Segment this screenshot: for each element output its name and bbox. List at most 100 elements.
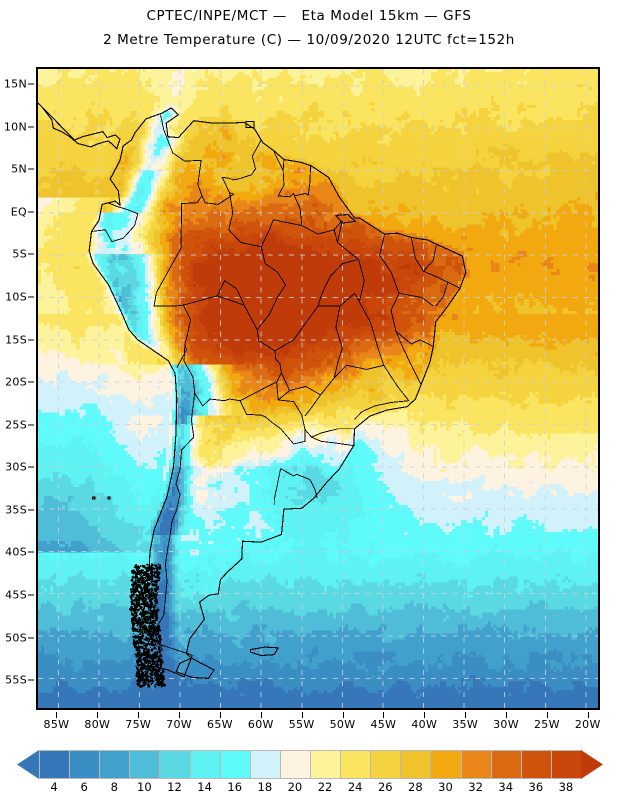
map-plot-area[interactable] — [36, 67, 600, 710]
lon-tick-label-55W: 55W — [288, 718, 315, 731]
lon-tick-mark — [465, 712, 467, 718]
colorbar-label-12: 12 — [167, 780, 182, 794]
colorbar-swatch-20 — [279, 750, 311, 779]
lat-tick-mark — [28, 679, 34, 681]
lat-tick-mark — [28, 466, 34, 468]
colorbar-swatches — [39, 750, 582, 779]
colorbar-swatch-36 — [520, 750, 552, 779]
lon-tick-label-25W: 25W — [533, 718, 560, 731]
colorbar-swatch-22 — [309, 750, 342, 779]
lat-tick-label-5S: 5S — [12, 247, 27, 261]
colorbar-label-38: 38 — [558, 780, 574, 794]
colorbar-label-18: 18 — [257, 780, 273, 794]
lat-tick-mark — [28, 296, 34, 298]
lon-tick-mark — [342, 712, 344, 718]
colorbar-label-8: 8 — [110, 780, 118, 794]
colorbar-swatch-18 — [249, 750, 281, 779]
colorbar-swatch-30 — [430, 750, 462, 779]
colorbar-label-30: 30 — [438, 780, 453, 794]
lat-tick-mark — [28, 424, 34, 426]
colorbar-swatch-28 — [400, 750, 432, 779]
lon-tick-label-45W: 45W — [370, 718, 397, 731]
lon-tick-mark — [506, 712, 507, 718]
lat-tick-label-EQ: EQ — [10, 205, 27, 219]
colorbar-label-6: 6 — [80, 780, 88, 794]
chart-title-line-1: CPTEC/INPE/MCT — Eta Model 15km — GFS — [146, 8, 472, 24]
colorbar-label-22: 22 — [317, 780, 333, 794]
lon-tick-label-65W: 65W — [207, 718, 233, 731]
colorbar-label-14: 14 — [197, 780, 212, 794]
colorbar-swatch-4 — [39, 750, 71, 779]
lat-tick-mark — [28, 509, 34, 511]
lon-tick-mark — [587, 712, 589, 718]
lat-tick-mark — [28, 594, 34, 596]
lat-tick-label-55S: 55S — [5, 673, 27, 687]
lon-tick-mark — [301, 712, 303, 718]
lon-tick-label-75W: 75W — [125, 718, 152, 731]
lat-tick-label-25S: 25S — [5, 418, 27, 432]
colorbar-swatch-32 — [460, 750, 492, 779]
lat-tick-mark — [28, 211, 34, 213]
lon-tick-label-40W: 40W — [411, 718, 438, 731]
colorbar-swatch-16 — [219, 750, 251, 779]
colorbar-swatch-34 — [490, 750, 522, 779]
lat-tick-mark — [28, 168, 34, 170]
colorbar-label-28: 28 — [408, 780, 423, 794]
colorbar-label-24: 24 — [347, 780, 363, 794]
lat-tick-mark — [28, 381, 34, 383]
lon-tick-mark — [383, 712, 385, 718]
lat-tick-label-15S: 15S — [5, 333, 27, 347]
lat-tick-label-20S: 20S — [5, 375, 27, 389]
lon-tick-mark — [138, 712, 140, 718]
colorbar-label-10: 10 — [137, 780, 152, 794]
lat-tick-label-10N: 10N — [3, 120, 27, 134]
lon-tick-label-85W: 85W — [43, 718, 70, 731]
colorbar-label-26: 26 — [377, 780, 393, 794]
lat-tick-label-5N: 5N — [11, 162, 27, 176]
lon-tick-label-30W: 30W — [493, 718, 519, 731]
lon-tick-label-50W: 50W — [329, 718, 356, 731]
colorbar[interactable]: 4 6 8 10 12 14 16 18 20 22 24 26 28 30 32 34 36 38 — [0, 748, 618, 796]
latitude-axis: 15N 10N 5N EQ 5S 10S 15S 20S 25S 30S 35S 40S 45S 50S 5… — [0, 67, 34, 710]
colorbar-label-20: 20 — [287, 780, 303, 794]
colorbar-under-arrow — [17, 750, 39, 779]
colorbar-swatch-24 — [340, 750, 372, 779]
colorbar-label-36: 36 — [528, 780, 544, 794]
lat-tick-label-10S: 10S — [5, 290, 27, 304]
colorbar-swatch-12 — [159, 750, 191, 779]
lon-tick-mark — [219, 712, 221, 718]
lat-tick-mark — [28, 126, 34, 128]
colorbar-swatch-26 — [370, 750, 402, 779]
lon-tick-mark — [56, 712, 58, 718]
lat-tick-label-35S: 35S — [5, 503, 27, 517]
colorbar-tick-labels: 4 6 8 10 12 14 16 18 20 22 24 26 28 30 32 34 36 38 — [0, 779, 618, 796]
longitude-axis: 85W 80W 75W 70W 65W 60W 55W 50W 45W 40W 35W 30W 25W 2… — [36, 712, 600, 736]
colorbar-label-32: 32 — [468, 780, 483, 794]
lon-tick-mark — [546, 712, 548, 718]
lat-tick-mark — [28, 339, 34, 341]
lat-tick-mark — [28, 253, 34, 255]
colorbar-swatch-6 — [69, 750, 101, 779]
lat-tick-label-50S: 50S — [5, 631, 27, 645]
colorbar-swatch-8 — [99, 750, 131, 779]
colorbar-swatch-10 — [129, 750, 161, 779]
lon-tick-label-70W: 70W — [166, 718, 192, 731]
lat-tick-label-15N: 15N — [3, 77, 27, 91]
lon-tick-mark — [97, 712, 99, 718]
lat-tick-label-40S: 40S — [5, 545, 27, 559]
lat-tick-mark — [28, 637, 34, 639]
chart-title-line-2: 2 Metre Temperature (C) — 10/09/2020 12U… — [103, 32, 515, 48]
colorbar-over-arrow — [581, 750, 603, 779]
colorbar-label-16: 16 — [227, 780, 243, 794]
lon-tick-label-80W: 80W — [84, 718, 111, 731]
lat-tick-mark — [28, 83, 34, 85]
chart-title-block: CPTEC/INPE/MCT — Eta Model 15km — GFS 2 … — [0, 4, 618, 52]
lon-tick-mark — [424, 712, 426, 718]
colorbar-swatch-38 — [550, 750, 582, 779]
lon-tick-mark — [260, 712, 262, 718]
lon-tick-mark — [179, 712, 181, 718]
temperature-field — [38, 69, 598, 708]
lon-tick-label-35W: 35W — [452, 718, 479, 731]
colorbar-label-4: 4 — [50, 780, 58, 794]
